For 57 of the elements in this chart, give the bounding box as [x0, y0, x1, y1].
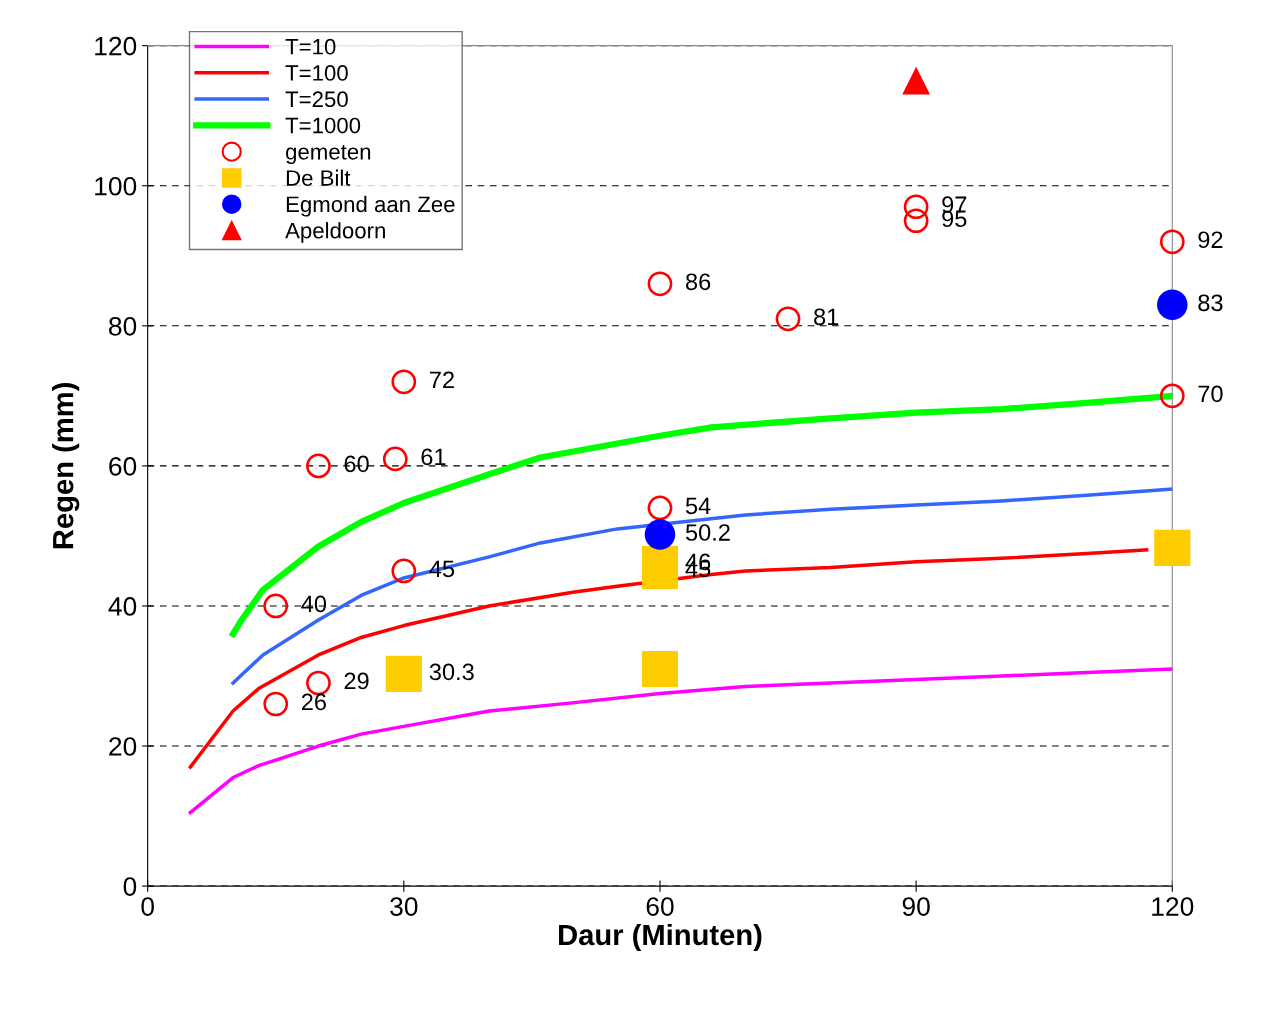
- legend-label: T=250: [285, 91, 348, 108]
- point: [647, 271, 673, 297]
- x-tick-label: 30: [390, 897, 418, 916]
- data-label: 50.2: [685, 524, 730, 541]
- point: [641, 552, 679, 589]
- point: [1157, 289, 1188, 321]
- legend-label: Apeldoorn: [285, 222, 385, 243]
- point: [902, 66, 931, 95]
- point: [263, 593, 289, 619]
- legend-label: T=10: [285, 38, 336, 55]
- legend-label: T=100: [285, 65, 348, 81]
- point: [644, 519, 676, 550]
- y-tick-label: 0: [123, 877, 137, 896]
- y-tick-label: 20: [109, 737, 137, 756]
- data-label: 29: [344, 672, 369, 690]
- point: [1159, 229, 1185, 255]
- x-axis-title: Daur (Minuten): [559, 923, 762, 952]
- data-label: 26: [301, 693, 326, 711]
- data-label: 70: [1198, 385, 1223, 403]
- x-tick-label: 0: [141, 897, 154, 916]
- point: [1159, 383, 1185, 409]
- data-label: 81: [814, 308, 839, 326]
- data-label: 60: [344, 455, 369, 473]
- point: [903, 194, 929, 220]
- point: [775, 306, 801, 332]
- data-label: 86: [686, 273, 711, 291]
- point: [306, 453, 331, 479]
- data-label: 72: [430, 371, 454, 388]
- point: [647, 495, 673, 521]
- point: [641, 650, 679, 688]
- data-label: 61: [421, 448, 446, 466]
- x-tick-label: 120: [1152, 897, 1194, 916]
- y-axis-title: Regen (mm): [52, 383, 80, 549]
- y-tick-label: 40: [108, 597, 137, 616]
- legend-label: T=1000: [285, 117, 361, 134]
- point: [385, 655, 422, 692]
- data-label: 40: [301, 595, 327, 613]
- data-label: 83: [1198, 294, 1223, 312]
- data-label: 30.3: [429, 663, 474, 681]
- legend-label: De Bilt: [286, 169, 351, 186]
- y-tick-label: 60: [109, 457, 137, 476]
- x-tick-label: 90: [902, 897, 930, 916]
- y-tick-label: 100: [95, 176, 137, 196]
- data-label: 54: [685, 497, 711, 515]
- line-series: [188, 548, 1149, 769]
- legend-label: gemeten: [286, 145, 371, 165]
- point: [382, 446, 408, 472]
- y-tick-label: 120: [95, 36, 137, 56]
- point: [391, 369, 417, 395]
- point: [391, 558, 417, 584]
- point: [263, 691, 289, 717]
- point: [903, 208, 929, 234]
- legend-label: Egmond aan Zee: [286, 195, 455, 217]
- data-label: 92: [1198, 231, 1223, 249]
- x-tick-label: 60: [646, 897, 674, 916]
- point: [1154, 529, 1191, 566]
- y-tick-label: 80: [109, 316, 137, 336]
